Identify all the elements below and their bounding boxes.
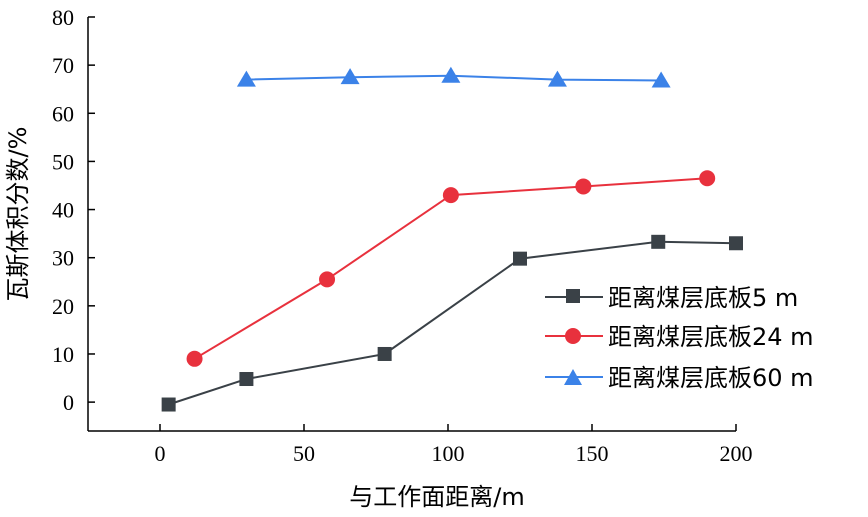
data-point: [547, 70, 567, 87]
y-tick-label: 20: [52, 294, 74, 319]
series-2: [236, 66, 671, 88]
legend-label-24m: 距离煤层底板24 m: [608, 323, 814, 351]
x-ticks: 0 50 100 150 200: [155, 424, 753, 466]
y-axis-title: 瓦斯体积分数/%: [4, 127, 32, 302]
x-tick-label: 150: [576, 441, 609, 466]
legend-item-5m: 距离煤层底板5 m: [545, 284, 798, 312]
legend-marker-60m: [564, 369, 582, 385]
data-point: [161, 397, 176, 412]
data-point: [729, 236, 743, 251]
series-line: [168, 240, 737, 406]
data-point: [651, 71, 671, 88]
legend-marker-24m: [565, 328, 581, 344]
x-tick-label: 0: [155, 441, 166, 466]
data-point: [575, 178, 592, 195]
legend-marker-5m: [566, 289, 580, 303]
x-tick-label: 50: [293, 441, 315, 466]
data-point: [236, 70, 256, 87]
data-point: [513, 251, 527, 266]
series-layer: [161, 66, 743, 412]
y-tick-label: 0: [63, 390, 74, 415]
series-1: [186, 170, 716, 367]
legend-item-60m: 距离煤层底板60 m: [545, 364, 814, 392]
y-tick-label: 70: [52, 53, 74, 78]
y-tick-label: 40: [52, 198, 74, 223]
x-tick-label: 100: [432, 441, 465, 466]
legend-item-24m: 距离煤层底板24 m: [545, 323, 814, 351]
y-tick-label: 30: [52, 246, 74, 271]
axes: [87, 17, 736, 432]
data-point: [186, 350, 203, 367]
data-point: [442, 187, 459, 204]
y-tick-label: 50: [52, 149, 74, 174]
data-point: [651, 234, 666, 249]
x-axis-title: 与工作面距离/m: [349, 483, 524, 511]
y-ticks: 0 10 20 30 40 50 60 70 80: [52, 5, 95, 415]
data-point: [319, 271, 336, 288]
legend-label-60m: 距离煤层底板60 m: [608, 364, 814, 392]
series-0: [161, 234, 743, 412]
y-tick-label: 60: [52, 101, 74, 126]
data-point: [239, 372, 254, 387]
data-point: [340, 68, 360, 85]
x-tick-label: 200: [720, 441, 753, 466]
data-point: [377, 346, 392, 361]
y-tick-label: 80: [52, 5, 74, 30]
data-point: [441, 66, 461, 83]
y-tick-label: 10: [52, 342, 74, 367]
data-point: [699, 170, 716, 187]
legend-label-5m: 距离煤层底板5 m: [608, 284, 798, 312]
legend: 距离煤层底板5 m 距离煤层底板24 m 距离煤层底板60 m: [545, 284, 814, 392]
